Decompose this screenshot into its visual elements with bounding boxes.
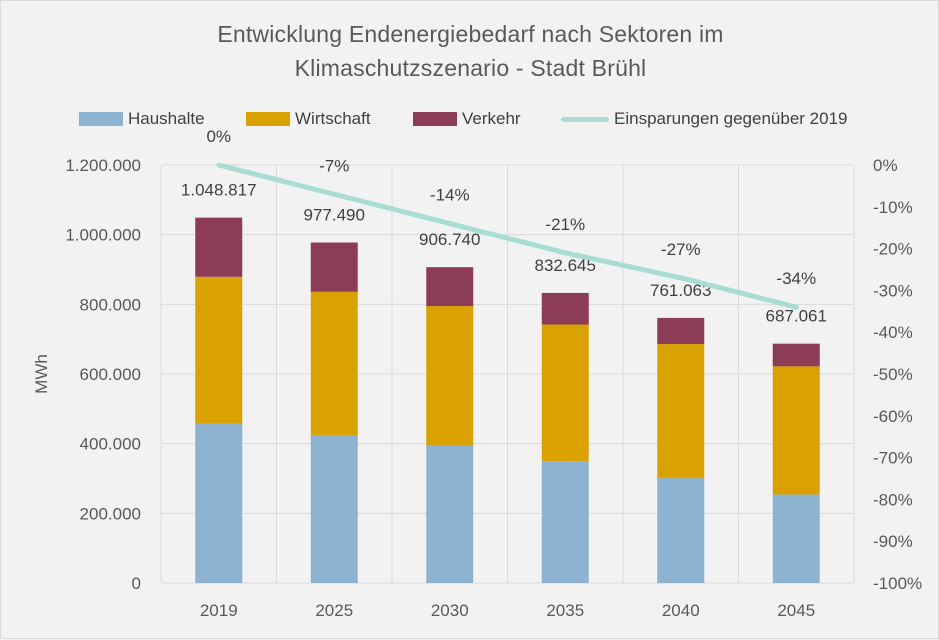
bar-haushalte-2045 [773, 495, 820, 583]
y-right-tick-label: -20% [873, 240, 913, 259]
y-right-tick-label: -30% [873, 281, 913, 300]
bar-haushalte-2035 [542, 461, 589, 583]
y-right-tick-label: -10% [873, 198, 913, 217]
bar-haushalte-2019 [195, 424, 242, 583]
y-left-tick-label: 400.000 [80, 435, 141, 454]
bar-verkehr-2035 [542, 293, 589, 325]
y-right-tick-label: -100% [873, 574, 922, 593]
line-label-2035: -21% [545, 215, 585, 234]
y-left-tick-label: 600.000 [80, 365, 141, 384]
x-tick-label-2035: 2035 [546, 601, 584, 620]
bar-wirtschaft-2040 [657, 344, 704, 478]
bar-haushalte-2030 [426, 445, 473, 583]
y-right-tick-label: -40% [873, 323, 913, 342]
bar-haushalte-2025 [311, 435, 358, 583]
line-label-2019: 0% [206, 127, 231, 146]
y-left-tick-label: 1.000.000 [65, 226, 141, 245]
bar-verkehr-2025 [311, 243, 358, 292]
bar-wirtschaft-2045 [773, 366, 820, 494]
y-right-tick-label: -50% [873, 365, 913, 384]
y-right-tick-label: -60% [873, 407, 913, 426]
line-label-2025: -7% [319, 156, 349, 175]
y-right-tick-label: -90% [873, 532, 913, 551]
y-left-tick-label: 1.200.000 [65, 156, 141, 175]
x-tick-label-2030: 2030 [431, 601, 469, 620]
x-tick-label-2019: 2019 [200, 601, 238, 620]
y-right-tick-label: -70% [873, 449, 913, 468]
y-axis-title: MWh [32, 354, 51, 394]
bar-wirtschaft-2035 [542, 325, 589, 462]
bar-haushalte-2040 [657, 478, 704, 583]
y-left-tick-label: 200.000 [80, 504, 141, 523]
total-label-2025: 977.490 [304, 206, 365, 225]
y-left-tick-label: 800.000 [80, 295, 141, 314]
y-left-tick-label: 0 [132, 574, 141, 593]
bar-verkehr-2040 [657, 318, 704, 344]
x-tick-label-2040: 2040 [662, 601, 700, 620]
total-label-2030: 906.740 [419, 230, 480, 249]
x-tick-label-2045: 2045 [777, 601, 815, 620]
bar-wirtschaft-2019 [195, 277, 242, 424]
bar-verkehr-2045 [773, 344, 820, 367]
y-right-tick-label: 0% [873, 156, 898, 175]
bar-wirtschaft-2030 [426, 306, 473, 445]
bar-verkehr-2019 [195, 218, 242, 277]
line-label-2045: -34% [776, 269, 816, 288]
bar-wirtschaft-2025 [311, 292, 358, 435]
bar-verkehr-2030 [426, 267, 473, 306]
x-tick-label-2025: 2025 [315, 601, 353, 620]
y-right-tick-label: -80% [873, 490, 913, 509]
line-label-2030: -14% [430, 186, 470, 205]
line-label-2040: -27% [661, 240, 701, 259]
total-label-2019: 1.048.817 [181, 181, 257, 200]
